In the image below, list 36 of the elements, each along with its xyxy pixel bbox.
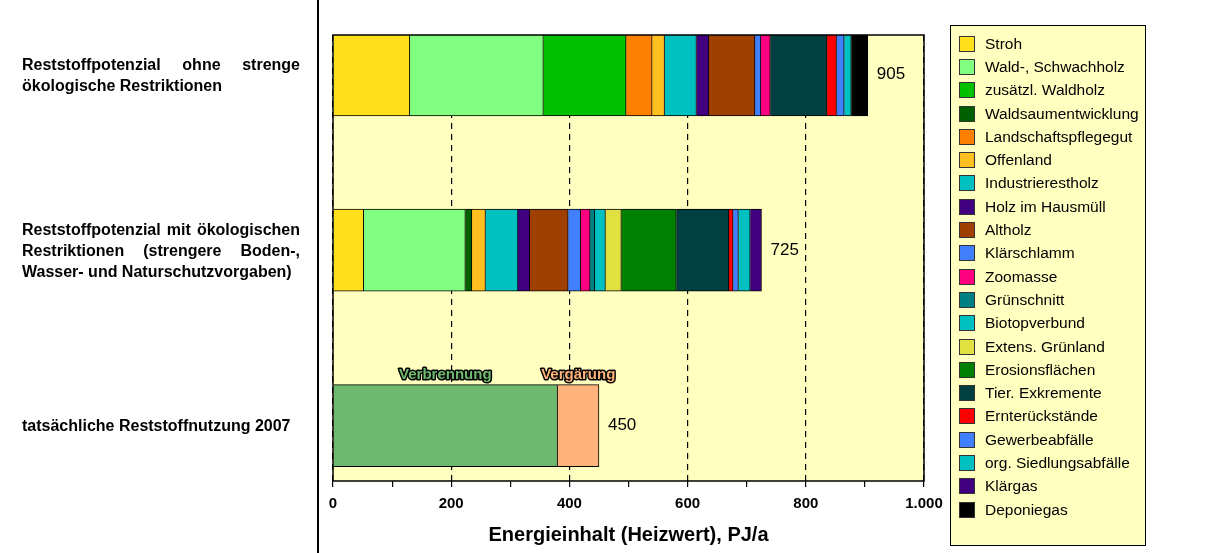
series-label: Vergärung [541, 365, 616, 383]
legend-label: Klärschlamm [985, 244, 1075, 263]
total-label: 725 [770, 239, 799, 259]
legend-label: Waldsaumentwicklung [985, 104, 1139, 123]
legend-label: Gewerbeabfälle [985, 430, 1094, 449]
legend-label: Deponiegas [985, 500, 1068, 519]
legend-label: Wald-, Schwachholz [985, 57, 1125, 76]
y-tick-label: tatsächliche Reststoffnutzung 2007 [22, 416, 292, 437]
legend-label: Stroh [985, 34, 1023, 53]
legend-label: Altholz [985, 221, 1032, 240]
legend-label: Grünschnitt [985, 290, 1065, 309]
legend-label: org. Siedlungsabfälle [985, 453, 1130, 472]
legend-label: Zoomasse [985, 267, 1058, 286]
y-tick-label: Reststoffpotenzial ohne strenge ökologische Restriktionen [22, 54, 300, 96]
total-label: 450 [607, 415, 637, 435]
legend-label: Biotopverbund [985, 314, 1085, 333]
legend-label: zusätzl. Waldholz [985, 81, 1106, 100]
x-tick-label: 200 [438, 494, 464, 512]
legend-label: Extens. Grünland [985, 337, 1105, 356]
legend-label: Erosionsflächen [985, 360, 1096, 379]
legend-label: Holz im Hausmüll [985, 197, 1106, 216]
x-tick-label: 800 [793, 494, 819, 512]
y-tick-label: Reststoffpotenzial mit ökologischen Restriktionen (strengere Boden-, Wasser- und Naturschutzvorgaben) [22, 219, 300, 282]
x-tick-label: 0 [328, 494, 338, 512]
x-axis-title: Energieinhalt (Heizwert), PJ/a [488, 522, 770, 545]
series-label: Verbrennung [399, 365, 492, 383]
x-tick-label: 1.000 [905, 494, 943, 512]
legend-label: Ernterückstände [985, 407, 1098, 426]
legend-label: Tier. Exkremente [985, 384, 1102, 403]
legend-label: Industrierestholz [985, 174, 1099, 193]
x-tick-label: 400 [556, 494, 582, 512]
legend-label: Landschaftspflegegut [985, 127, 1133, 146]
legend-label: Offenland [985, 151, 1052, 170]
legend-label: Klärgas [985, 477, 1038, 496]
total-label: 905 [876, 64, 906, 84]
x-tick-label: 600 [675, 494, 701, 512]
